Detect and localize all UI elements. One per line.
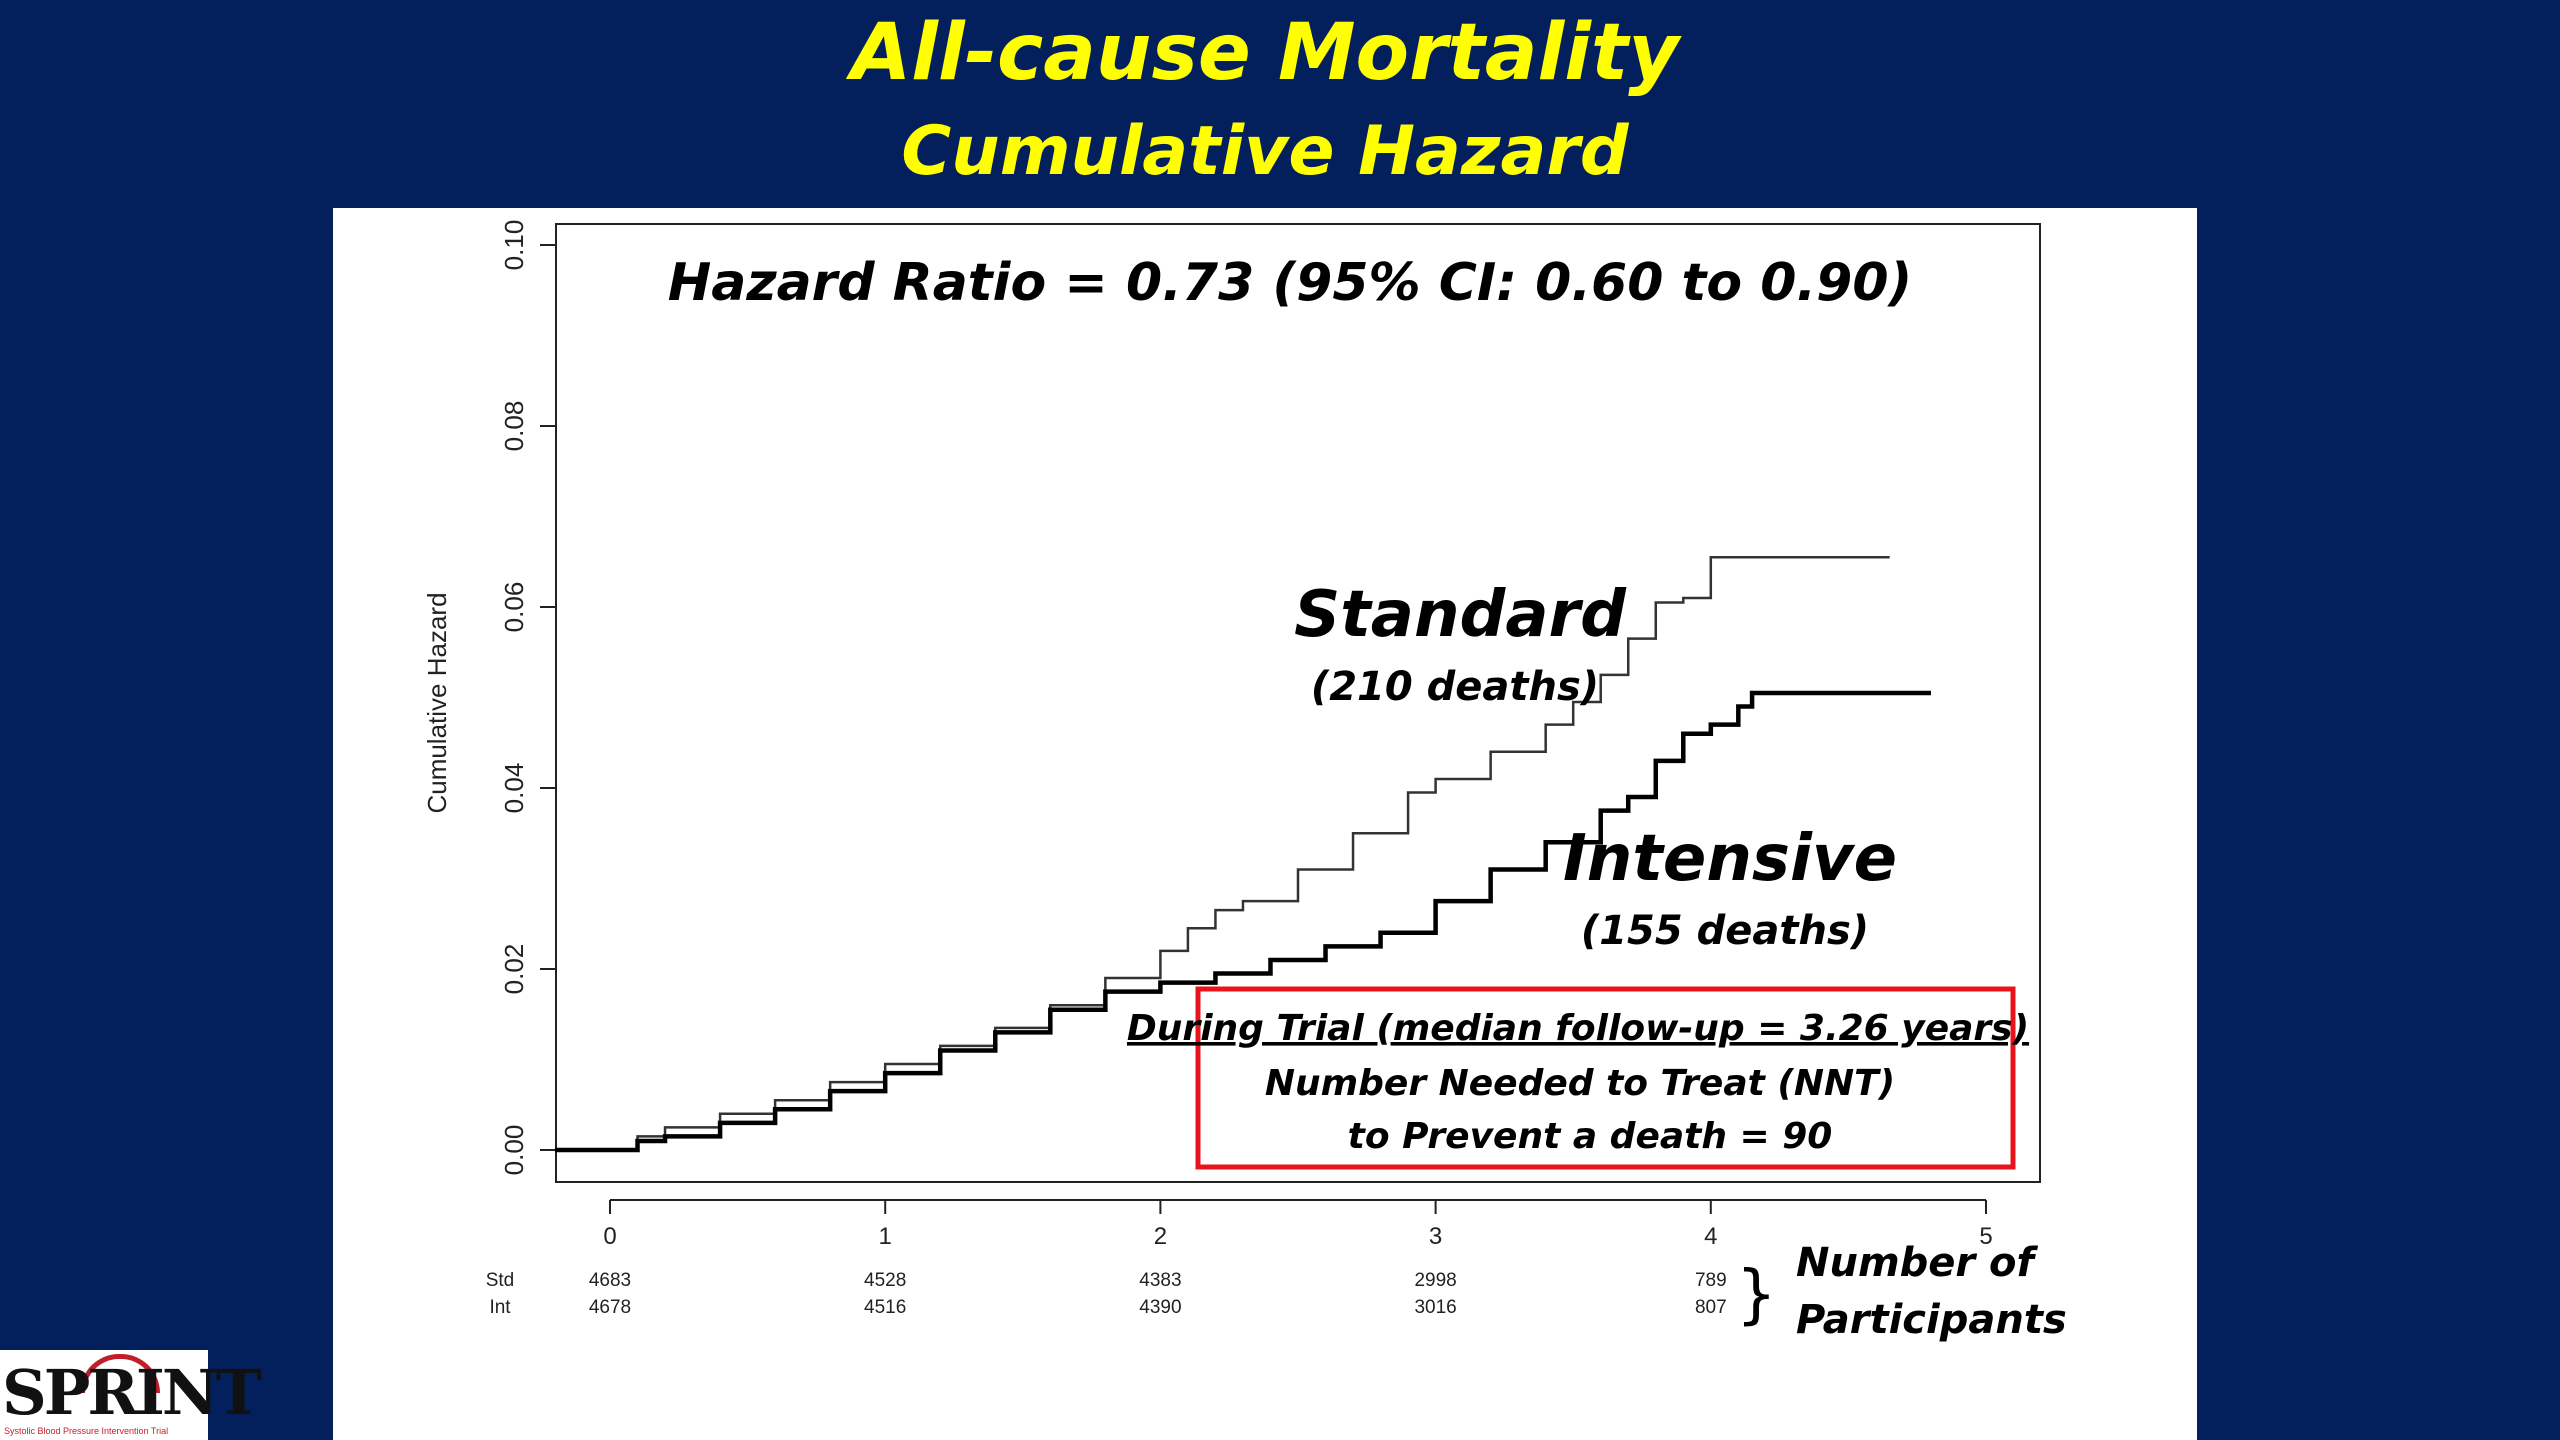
y-tick-label: 0.10 [499,220,529,271]
nnt-line-prevent: to Prevent a death = 90 [1348,1116,1833,1157]
risk-count-std: 4528 [864,1270,906,1291]
intensive-series-label: Intensive [1563,822,1897,896]
participants-caption-line2: Participants [1796,1297,2067,1343]
y-axis: 0.00 0.02 0.04 0.06 0.08 0.10 [499,220,556,1176]
nnt-box-border [1195,986,2016,1170]
standard-series-line [554,555,1890,1152]
x-tick-label: 5 [1979,1223,1992,1250]
logo-tagline: Systolic Blood Pressure Intervention Tri… [4,1426,169,1436]
nnt-line-number: Number Needed to Treat (NNT) [1265,1063,1895,1104]
x-tick-label: 0 [603,1223,616,1250]
y-tick-label: 0.06 [499,582,529,633]
logo-wordmark: SPRINT [2,1356,262,1429]
slide-subtitle: Cumulative Hazard [901,112,1629,191]
y-tick-label: 0.02 [499,944,529,995]
risk-table: Std Int 4683 4528 4383 2998 789 4678 4516 4390 3… [486,1270,1727,1318]
risk-count-int: 807 [1695,1297,1727,1318]
risk-count-std: 789 [1695,1270,1727,1291]
risk-count-int: 4516 [864,1297,906,1318]
risk-count-int: 4678 [589,1297,631,1318]
nnt-line-trial: During Trial (median follow-up = 3.26 ye… [1127,1008,2029,1049]
x-axis: 0 1 2 3 4 5 [603,1199,1993,1250]
risk-count-std: 4683 [589,1270,631,1291]
x-tick-label: 1 [879,1223,892,1250]
sprint-logo: SPRINT Systolic Blood Pressure Intervent… [0,1350,262,1440]
risk-row-label-std: Std [486,1270,515,1291]
intensive-deaths-label: (155 deaths) [1581,908,1869,954]
hazard-ratio-annotation: Hazard Ratio = 0.73 (95% CI: 0.60 to 0.9… [668,253,1913,313]
plot-frame [555,223,2041,1183]
y-tick-label: 0.04 [499,763,529,814]
slide-title: All-cause Mortality [850,8,1680,98]
y-axis-label: Cumulative Hazard [422,592,452,813]
risk-row-label-int: Int [489,1297,511,1318]
risk-table-brace: } [1736,1258,1777,1332]
nnt-box: During Trial (median follow-up = 3.26 ye… [1127,986,2029,1170]
risk-count-std: 4383 [1139,1270,1181,1291]
x-tick-label: 3 [1429,1223,1442,1250]
standard-series-label: Standard [1294,578,1627,652]
y-tick-label: 0.00 [499,1125,529,1176]
risk-count-int: 3016 [1414,1297,1456,1318]
series-lines [554,555,1931,1153]
participants-caption-line1: Number of [1796,1240,2039,1286]
x-tick-label: 4 [1704,1223,1717,1250]
risk-count-int: 4390 [1139,1297,1181,1318]
y-tick-label: 0.08 [499,401,529,452]
risk-count-std: 2998 [1414,1270,1456,1291]
x-tick-label: 2 [1154,1223,1167,1250]
title-band: All-cause Mortality Cumulative Hazard [333,0,2197,208]
intensive-series-line [554,690,1931,1153]
standard-deaths-label: (210 deaths) [1311,664,1599,710]
